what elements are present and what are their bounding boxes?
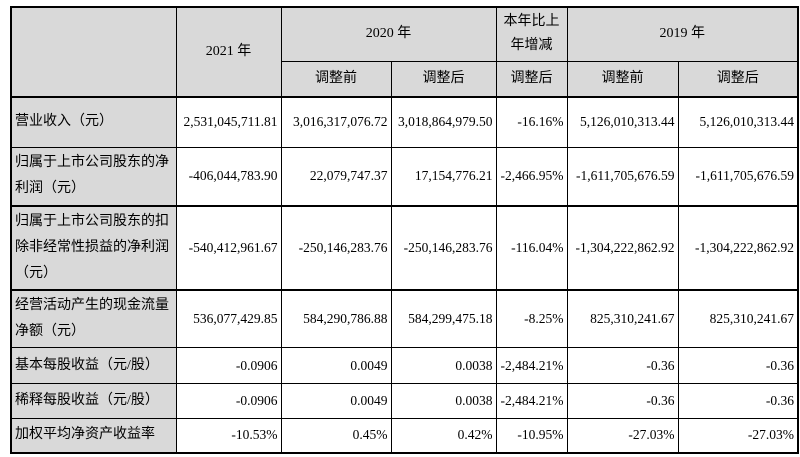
subheader-2020-adjust-after: 调整后 (390, 60, 497, 98)
cell-value: -250,146,283.76 (390, 205, 497, 291)
subheader-yoy-adjust-after: 调整后 (495, 60, 568, 98)
cell-value: 536,077,429.85 (175, 289, 282, 348)
cell-value: -16.16% (495, 96, 568, 148)
cell-value: -0.36 (677, 347, 799, 384)
cell-value: -0.36 (566, 383, 679, 419)
cell-value: -250,146,283.76 (280, 205, 392, 291)
row-label: 归属于上市公司股东的净利润（元） (10, 146, 177, 207)
cell-value: 3,018,864,979.50 (390, 96, 497, 148)
cell-value: 5,126,010,313.44 (677, 96, 799, 148)
subheader-2019-adjust-after: 调整后 (677, 60, 799, 98)
cell-value: -1,611,705,676.59 (566, 146, 679, 207)
cell-value: 2,531,045,711.81 (175, 96, 282, 148)
cell-value: -2,484.21% (495, 383, 568, 419)
cell-value: 584,299,475.18 (390, 289, 497, 348)
cell-value: 5,126,010,313.44 (566, 96, 679, 148)
cell-value: -1,304,222,862.92 (677, 205, 799, 291)
cell-value: 0.0038 (390, 347, 497, 384)
table-row-operating-revenue: 营业收入（元） 2,531,045,711.81 3,016,317,076.7… (10, 96, 799, 148)
cell-value: -8.25% (495, 289, 568, 348)
cell-value: 0.0038 (390, 383, 497, 419)
row-label: 稀释每股收益（元/股） (10, 383, 177, 419)
cell-value: -540,412,961.67 (175, 205, 282, 291)
cell-value: -116.04% (495, 205, 568, 291)
header-row-years: 2021 年 2020 年 本年比上年增减 2019 年 (10, 6, 799, 98)
subheader-2020-adjust-before: 调整前 (280, 60, 392, 98)
cell-value: -0.0906 (175, 347, 282, 384)
row-label: 经营活动产生的现金流量净额（元） (10, 289, 177, 348)
cell-value: 584,290,786.88 (280, 289, 392, 348)
cell-value: -2,466.95% (495, 146, 568, 207)
cell-value: 0.42% (390, 418, 497, 453)
row-label: 基本每股收益（元/股） (10, 347, 177, 384)
col-header-yoy-change: 本年比上年增减 (495, 6, 568, 62)
cell-value: -27.03% (677, 418, 799, 453)
table-row-diluted-eps: 稀释每股收益（元/股） -0.0906 0.0049 0.0038 -2,484… (10, 383, 799, 419)
cell-value: 0.45% (280, 418, 392, 453)
cell-value: 0.0049 (280, 347, 392, 384)
cell-value: -1,611,705,676.59 (677, 146, 799, 207)
cell-value: -0.0906 (175, 383, 282, 419)
col-header-2021: 2021 年 (175, 6, 282, 98)
cell-value: -10.53% (175, 418, 282, 453)
cell-value: 22,079,747.37 (280, 146, 392, 207)
cell-value: -406,044,783.90 (175, 146, 282, 207)
table-row-operating-cash-flow: 经营活动产生的现金流量净额（元） 536,077,429.85 584,290,… (10, 289, 799, 348)
cell-value: -0.36 (677, 383, 799, 419)
financial-summary-table: 2021 年 2020 年 本年比上年增减 2019 年 调整前 调整后 调整后… (10, 6, 799, 454)
row-label: 加权平均净资产收益率 (10, 418, 177, 453)
cell-value: 17,154,776.21 (390, 146, 497, 207)
cell-value: -0.36 (566, 347, 679, 384)
col-header-2019: 2019 年 (566, 6, 799, 62)
table-row-net-profit: 归属于上市公司股东的净利润（元） -406,044,783.90 22,079,… (10, 146, 799, 207)
corner-cell (10, 6, 177, 98)
cell-value: -27.03% (566, 418, 679, 453)
cell-value: -2,484.21% (495, 347, 568, 384)
cell-value: 0.0049 (280, 383, 392, 419)
cell-value: 825,310,241.67 (677, 289, 799, 348)
cell-value: -1,304,222,862.92 (566, 205, 679, 291)
table-row-net-profit-excl-nonrecurring: 归属于上市公司股东的扣除非经常性损益的净利润（元） -540,412,961.6… (10, 205, 799, 291)
cell-value: 3,016,317,076.72 (280, 96, 392, 148)
row-label: 营业收入（元） (10, 96, 177, 148)
cell-value: 825,310,241.67 (566, 289, 679, 348)
subheader-2019-adjust-before: 调整前 (566, 60, 679, 98)
col-header-2020: 2020 年 (280, 6, 497, 62)
header-row-adjustments: 调整前 调整后 调整后 调整前 调整后 (11, 60, 799, 98)
row-label: 归属于上市公司股东的扣除非经常性损益的净利润（元） (10, 205, 177, 291)
cell-value: -10.95% (495, 418, 568, 453)
table-row-weighted-avg-roe: 加权平均净资产收益率 -10.53% 0.45% 0.42% -10.95% -… (10, 418, 799, 453)
table-row-basic-eps: 基本每股收益（元/股） -0.0906 0.0049 0.0038 -2,484… (10, 347, 799, 384)
